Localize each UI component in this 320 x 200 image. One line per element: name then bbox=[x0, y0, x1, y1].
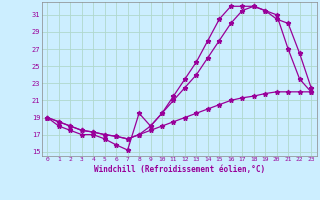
X-axis label: Windchill (Refroidissement éolien,°C): Windchill (Refroidissement éolien,°C) bbox=[94, 165, 265, 174]
